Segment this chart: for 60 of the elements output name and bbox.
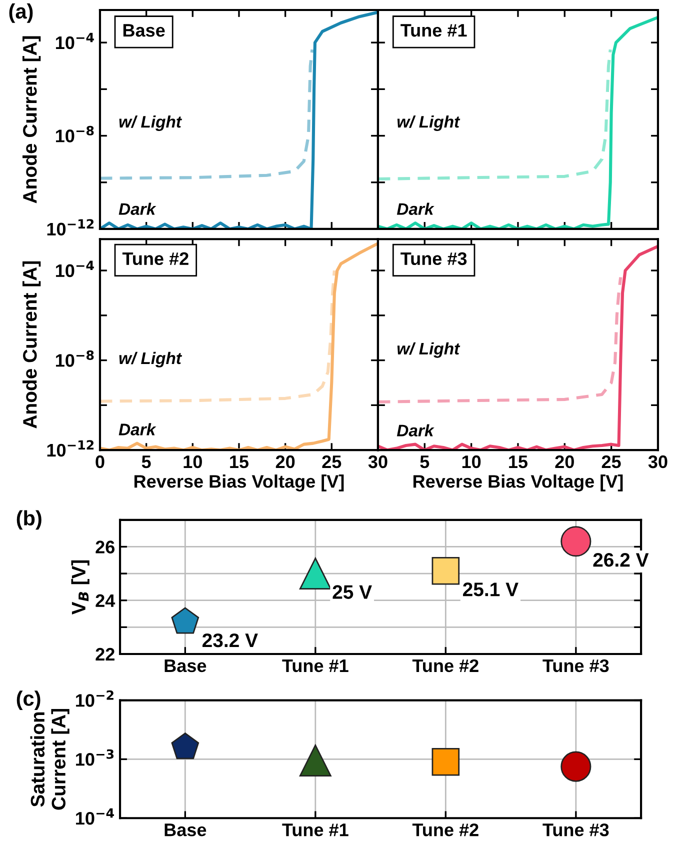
- series-label: Dark: [396, 202, 434, 215]
- y-tick-label: 10$^{−12}$: [47, 219, 94, 236]
- x-tick-label: Base: [164, 824, 206, 836]
- x-tick-label: 5: [142, 456, 151, 468]
- x-tick-label: 5: [420, 456, 430, 468]
- x-axis-title: Reverse Bias Voltage [V]: [413, 474, 623, 492]
- x-tick-label: Tune #2: [412, 823, 478, 836]
- text: (b): [16, 510, 42, 530]
- data-label: 25 V: [332, 585, 372, 599]
- line-series: [100, 268, 336, 403]
- y-tick-label: 22: [96, 648, 114, 661]
- x-tick-label: 15: [230, 456, 249, 468]
- series-label: Dark: [118, 423, 156, 436]
- y-tick-label: 10$^{−8}$: [56, 350, 94, 367]
- text: Tune #2: [122, 252, 188, 266]
- y-tick-label: 10$^{−2}$: [76, 690, 114, 707]
- text: Tune #3: [400, 252, 467, 266]
- y-tick-label: 10$^{−3}$: [76, 749, 114, 766]
- x-tick-label: 15: [509, 456, 528, 468]
- y-axis-title: Saturation Current [A]: [30, 708, 70, 810]
- y-axis-title: Anode Current [A]: [22, 36, 41, 204]
- text: (a): [9, 3, 33, 23]
- y-tick-label: 24: [96, 594, 116, 607]
- x-tick-label: 10: [184, 455, 202, 468]
- y-tick-label: 10$^{−12}$: [47, 440, 94, 457]
- line-series: [100, 48, 314, 180]
- x-tick-label: 0: [96, 455, 104, 468]
- x-tick-label: 30: [368, 455, 388, 468]
- x-tick-label: Tune #3: [542, 823, 609, 836]
- x-tick-label: 20: [276, 455, 295, 468]
- x-tick-label: 25: [322, 455, 342, 468]
- x-tick-label: 20: [555, 455, 574, 468]
- y-axis-title: V$_{B}$ [V]: [71, 560, 90, 615]
- y-tick-label: 26: [96, 540, 115, 554]
- series-label: Dark: [118, 202, 156, 215]
- y-tick-label: 10$^{−4}$: [56, 32, 94, 50]
- text: Tune #1: [400, 24, 467, 37]
- data-label: 25.1 V: [463, 582, 518, 596]
- text: (c): [16, 690, 40, 710]
- x-tick-label: Tune #3: [542, 659, 609, 672]
- text: w/ Light: [397, 115, 460, 132]
- y-tick-label: 10$^{−8}$: [56, 126, 94, 142]
- text: w/ Light: [397, 342, 460, 358]
- y-axis-title: Anode Current [A]: [22, 261, 41, 428]
- y-tick-label: 10$^{−4}$: [56, 260, 94, 278]
- series-label: Dark: [396, 424, 434, 436]
- data-label: 23.2 V: [202, 633, 258, 648]
- x-tick-label: Base: [164, 660, 206, 672]
- x-tick-label: 10: [462, 455, 481, 468]
- text: w/ Light: [119, 115, 182, 132]
- x-tick-label: 30: [648, 455, 668, 468]
- x-tick-label: Tune #2: [412, 659, 478, 672]
- x-tick-label: Tune #1: [282, 660, 348, 672]
- x-tick-label: 25: [602, 455, 621, 468]
- x-tick-label: Tune #1: [282, 824, 348, 836]
- text: Base: [123, 24, 165, 37]
- x-axis-title: Reverse Bias Voltage [V]: [134, 474, 344, 492]
- series-label: w/ Light: [119, 352, 182, 368]
- y-tick-label: 10$^{−4}$: [76, 808, 114, 825]
- data-label: 26.2 V: [593, 552, 649, 567]
